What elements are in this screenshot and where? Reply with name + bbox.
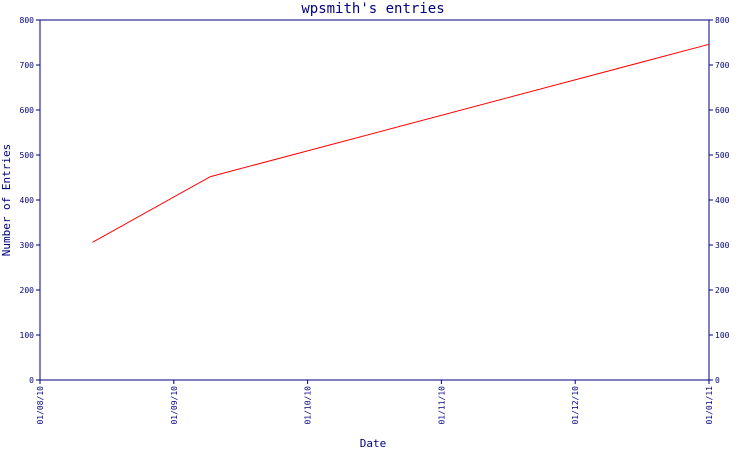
x-tick-label: 01/01/11 xyxy=(705,386,714,425)
y-tick-label-right: 800 xyxy=(715,16,730,25)
chart-title: wpsmith's entries xyxy=(301,1,444,17)
y-axis-label: Number of Entries xyxy=(0,144,13,257)
y-axis-left: 0 100 200 300 400 500 600 700 800 xyxy=(20,16,40,385)
x-tick-label: 01/09/10 xyxy=(170,386,179,425)
series-line xyxy=(92,43,710,243)
y-tick-label: 500 xyxy=(20,151,35,160)
y-tick-label-right: 300 xyxy=(715,241,730,250)
x-tick-label: 01/11/10 xyxy=(437,386,446,425)
y-tick-label-right: 700 xyxy=(715,61,730,70)
y-tick-label: 700 xyxy=(20,61,35,70)
y-tick-label: 600 xyxy=(20,106,35,115)
y-tick-label: 300 xyxy=(20,241,35,250)
y-tick-label-right: 100 xyxy=(715,331,730,340)
plot-frame xyxy=(39,19,710,381)
y-tick-label: 200 xyxy=(20,286,35,295)
y-axis-right: 0 100 200 300 400 500 600 700 800 xyxy=(709,16,730,385)
y-tick-label-right: 600 xyxy=(715,106,730,115)
y-tick-label: 0 xyxy=(29,376,34,385)
x-axis-label: Date xyxy=(360,437,387,450)
x-tick-label: 01/08/10 xyxy=(36,386,45,425)
y-tick-label-right: 400 xyxy=(715,196,730,205)
y-tick-label: 100 xyxy=(20,331,35,340)
series-layer xyxy=(92,43,710,243)
y-tick-label-right: 200 xyxy=(715,286,730,295)
y-tick-label: 400 xyxy=(20,196,35,205)
x-tick-label: 01/12/10 xyxy=(571,386,580,425)
y-tick-label: 800 xyxy=(20,16,35,25)
x-tick-label: 01/10/10 xyxy=(304,386,313,425)
x-axis: 01/08/10 01/09/10 01/10/10 01/11/10 01/12/10… xyxy=(36,380,714,425)
y-tick-label-right: 0 xyxy=(715,376,720,385)
y-tick-label-right: 500 xyxy=(715,151,730,160)
